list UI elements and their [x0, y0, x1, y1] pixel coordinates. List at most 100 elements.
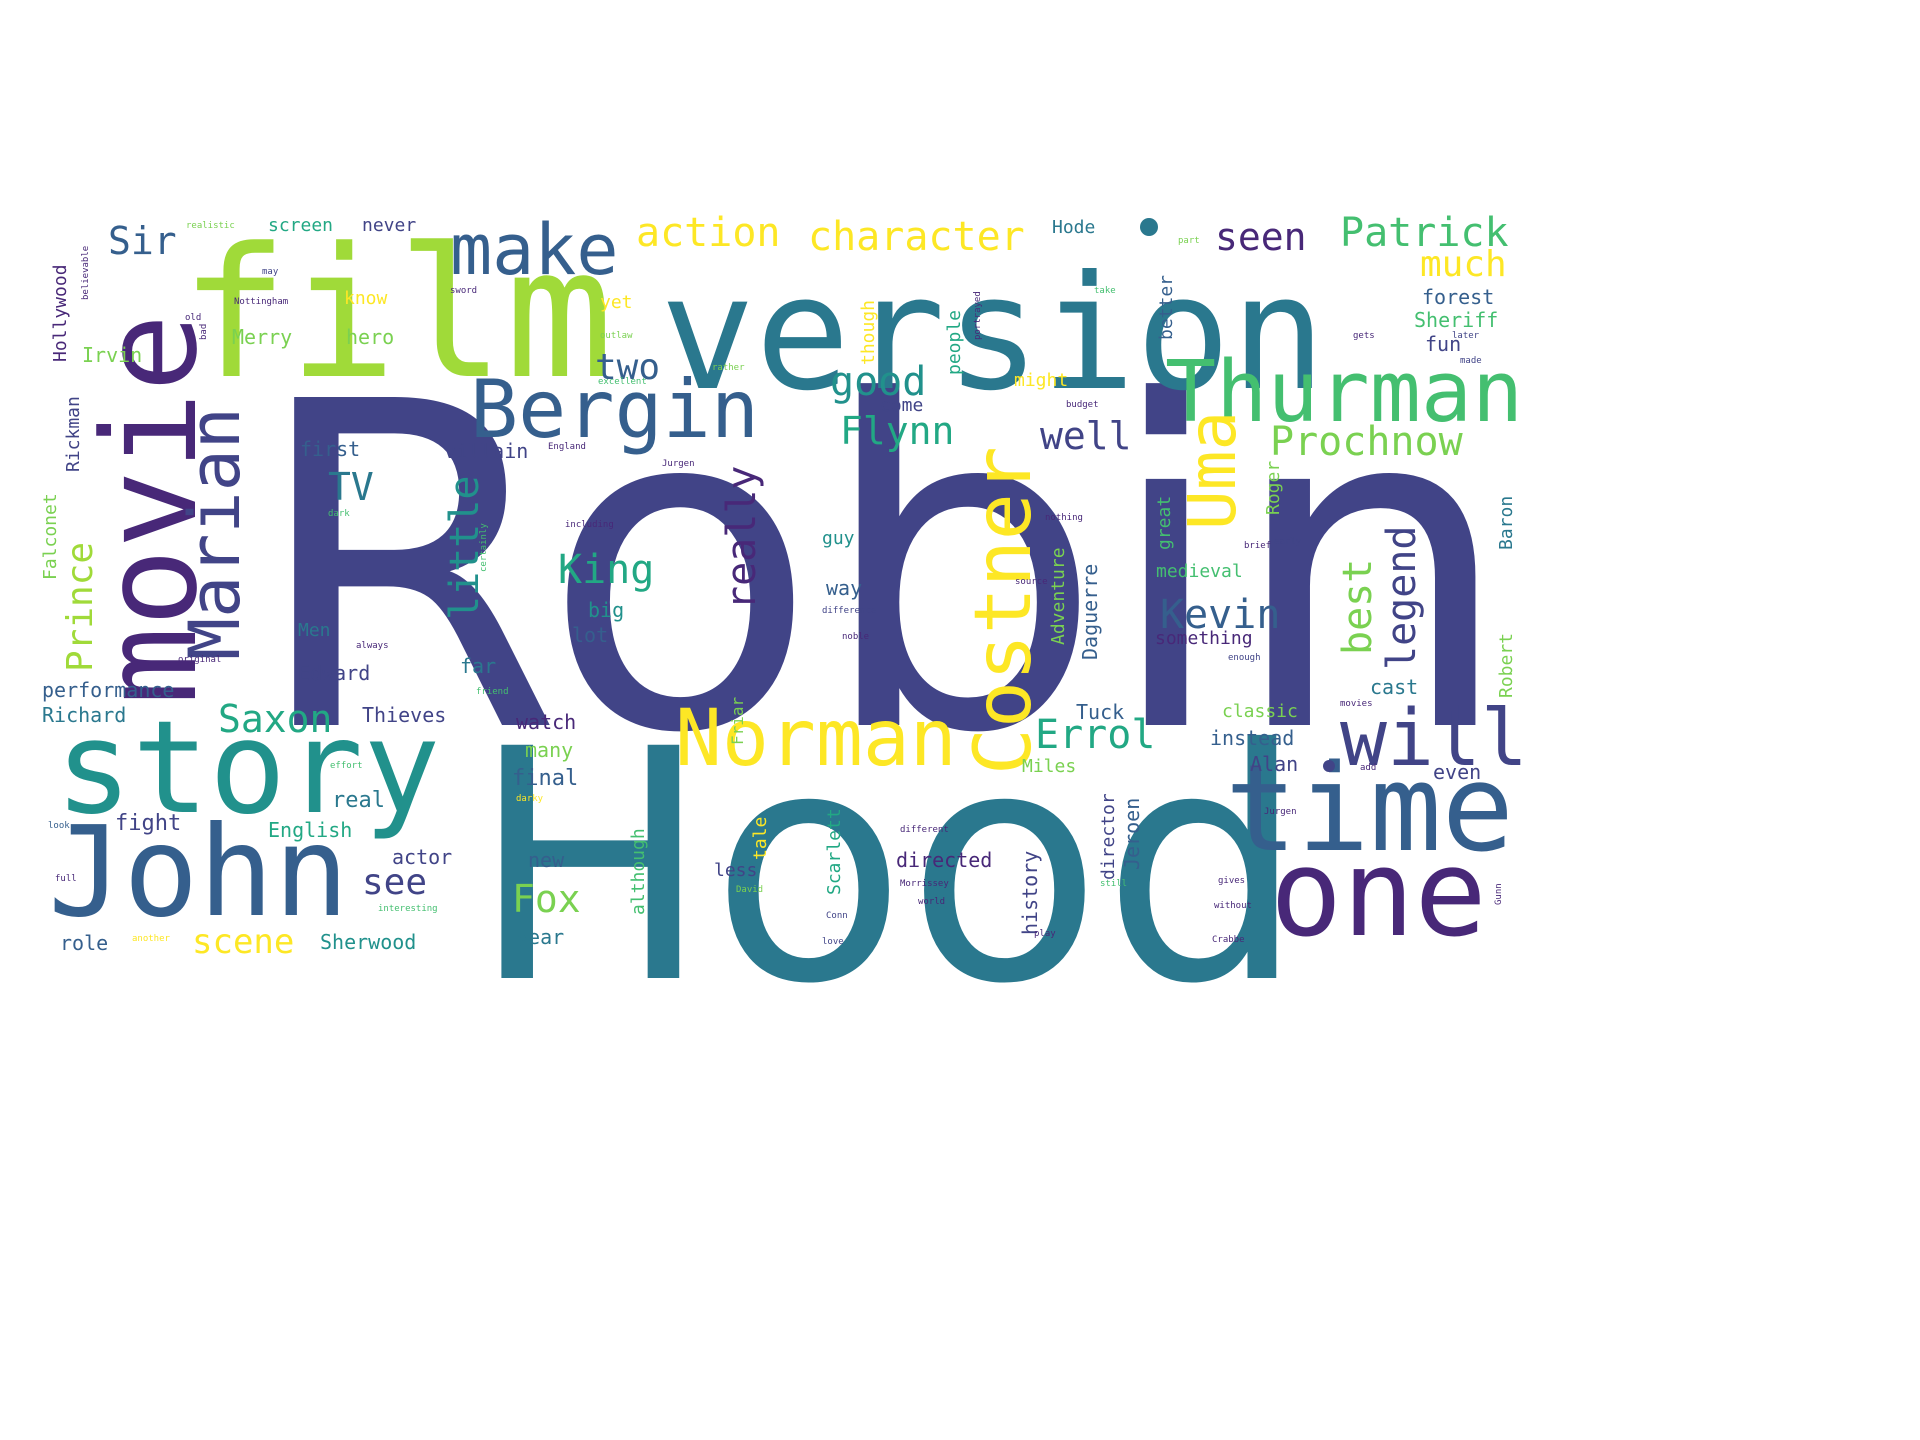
- word-though: might: [1014, 370, 1069, 391]
- word-jeroen: Daguerre: [1078, 563, 1102, 660]
- word-villain: villain: [444, 439, 529, 463]
- word-edward: Edward: [298, 661, 371, 685]
- word-see: see: [362, 862, 428, 903]
- word-film: film: [180, 210, 614, 419]
- word-adventure: medieval: [1156, 561, 1243, 582]
- word-seen: seen: [1215, 215, 1307, 259]
- word-small: always: [356, 641, 389, 651]
- word-come: less: [714, 860, 758, 881]
- word-small: later: [1452, 331, 1480, 341]
- word-john: John: [48, 800, 350, 945]
- word-errol: Errol: [1035, 712, 1156, 758]
- word-medieval: Scarlett: [824, 808, 845, 895]
- word-small: Conn: [826, 911, 848, 921]
- word-small: bad: [199, 323, 209, 340]
- word-first: first: [300, 437, 361, 461]
- word-tuck: Tuck: [1076, 700, 1125, 724]
- word-small: rather: [712, 363, 745, 373]
- word-watch: watch: [516, 710, 577, 734]
- word-new: new: [528, 848, 565, 872]
- word-tale: Roger: [1263, 460, 1284, 515]
- word-cast: cast: [1370, 675, 1419, 699]
- word-men: Men: [298, 620, 331, 641]
- word-small: may: [262, 267, 279, 277]
- word-action: action: [636, 210, 781, 256]
- word-small: take: [1094, 286, 1116, 296]
- word-patrick: Patrick: [1340, 210, 1509, 256]
- word-will: will: [1340, 694, 1528, 784]
- word-kevin: Kevin: [1160, 592, 1281, 638]
- word-small: interesting: [378, 904, 438, 914]
- word-small: gives: [1218, 876, 1246, 886]
- word-guy: tale: [750, 816, 771, 860]
- word-english: English: [268, 818, 353, 842]
- word-time: time: [1225, 740, 1514, 879]
- word-king: King: [558, 547, 655, 593]
- word-many: many: [525, 738, 574, 762]
- word-richard: Richard: [42, 703, 127, 727]
- word-forest: forest: [1422, 285, 1495, 309]
- word-small: play: [1034, 929, 1056, 939]
- word-fun: fun: [1425, 332, 1462, 356]
- word-small: nothing: [1045, 513, 1083, 523]
- word-small: love: [822, 937, 844, 947]
- word-might: directed: [896, 848, 993, 872]
- word-baron: people: [944, 309, 965, 375]
- dot: [1323, 760, 1335, 772]
- word-scarlett: Robert: [1496, 632, 1517, 698]
- word-small: add: [1360, 763, 1377, 773]
- word-fight: fight: [115, 811, 182, 836]
- word-costner: Costner: [959, 446, 1049, 775]
- word-make: make: [450, 209, 619, 291]
- word-classic: classic: [1222, 701, 1298, 722]
- word-much: much: [1420, 244, 1507, 285]
- word-prince: Prince: [60, 541, 101, 672]
- word-director: great: [1154, 495, 1175, 550]
- word-small: budget: [1066, 400, 1099, 410]
- word-great: way: [826, 576, 863, 600]
- word-yet: yet: [600, 292, 633, 313]
- word-small: movies: [1340, 699, 1373, 709]
- word-small: Crabbe: [1212, 935, 1245, 945]
- word-small: excellent: [598, 377, 647, 387]
- word-uma: Uma: [1174, 410, 1251, 530]
- word-merry: Merry: [232, 325, 293, 349]
- word-fox: Fox: [512, 877, 581, 921]
- word-small: including: [565, 520, 614, 530]
- word-thieves: Thieves: [362, 703, 447, 727]
- word-falconet: Falconet: [40, 493, 61, 580]
- word-version: version: [660, 242, 1326, 426]
- word-story: story: [55, 694, 441, 843]
- word-small: sword: [450, 286, 478, 296]
- word-small: early: [1274, 537, 1302, 547]
- word-scene: scene: [192, 922, 295, 962]
- word-performance: performance: [42, 678, 175, 702]
- word-sir: Sir: [108, 219, 177, 263]
- word-small: believable: [81, 245, 91, 300]
- word-well: well: [1040, 414, 1132, 458]
- word-small: England: [548, 442, 586, 452]
- word-irvin: Irvin: [82, 343, 143, 367]
- word-screen: screen: [268, 215, 334, 236]
- word-small: noble: [842, 632, 870, 642]
- word-small: Jurgen: [662, 459, 695, 469]
- word-small: certainly: [479, 523, 489, 572]
- word-less: Jeroen: [1120, 797, 1144, 870]
- word-lot: lot: [572, 623, 609, 647]
- word-friar: Friar: [728, 696, 747, 745]
- word-thurman: Thurman: [1165, 343, 1524, 442]
- word-small: dark: [328, 509, 350, 519]
- word-better: better: [1156, 274, 1177, 340]
- word-hero: hero: [346, 325, 395, 349]
- word-marian: Marian: [174, 407, 256, 660]
- word-good: good: [830, 359, 927, 405]
- word-small: still: [1100, 879, 1128, 889]
- word-small: effort: [330, 761, 363, 771]
- word-even: even: [1433, 760, 1482, 784]
- word-sheriff: Sheriff: [1414, 308, 1499, 332]
- word-big: big: [588, 598, 625, 622]
- word-history: Adventure: [1048, 547, 1069, 645]
- word-robin: Robin: [250, 308, 1514, 832]
- word-small: friend: [476, 687, 509, 697]
- word-small: different: [900, 825, 949, 835]
